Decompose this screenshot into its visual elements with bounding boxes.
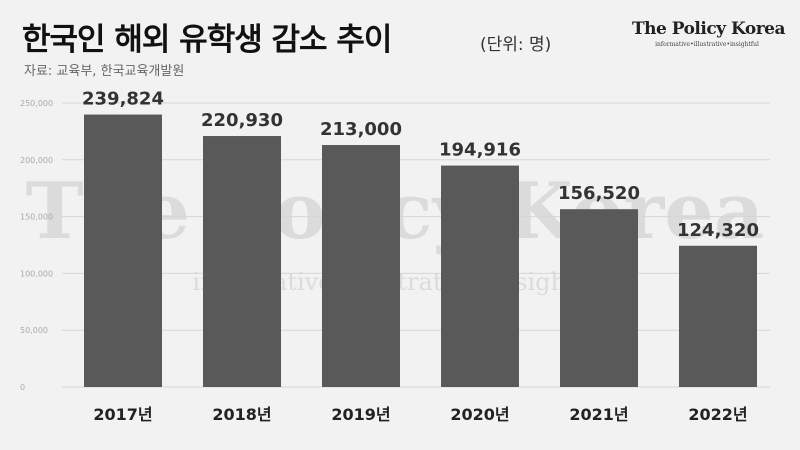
- x-category-label: 2018년: [212, 405, 271, 424]
- source-note: 자료: 교육부, 한국교육개발원: [24, 64, 185, 79]
- bar: [441, 165, 519, 387]
- brand-name: The Policy Korea: [632, 19, 786, 39]
- y-tick-label: 50,000: [20, 326, 48, 335]
- brand-logo: The Policy Korea informative•illustrativ…: [632, 19, 786, 48]
- bar: [560, 209, 638, 387]
- bar-value-label: 239,824: [82, 89, 164, 110]
- chart-title: 한국인 해외 유학생 감소 추이: [22, 22, 392, 58]
- bar: [84, 114, 162, 387]
- bar: [679, 245, 757, 387]
- y-tick-label: 250,000: [20, 99, 53, 108]
- y-tick-label: 200,000: [20, 156, 53, 165]
- x-category-label: 2021년: [569, 405, 628, 424]
- y-tick-label: 150,000: [20, 213, 53, 222]
- brand-tagline: informative•illustrative•insightful: [655, 41, 759, 48]
- y-tick-label: 100,000: [20, 269, 53, 278]
- bar-value-label: 194,916: [439, 140, 521, 161]
- bar-value-label: 213,000: [320, 119, 402, 140]
- x-category-label: 2019년: [331, 405, 390, 424]
- x-category-label: 2017년: [93, 405, 152, 424]
- bar-value-label: 156,520: [558, 183, 640, 204]
- x-category-label: 2022년: [688, 405, 747, 424]
- bar-value-label: 220,930: [201, 110, 283, 131]
- y-tick-label: 0: [20, 383, 25, 392]
- x-category-label: 2020년: [450, 405, 509, 424]
- bar: [322, 145, 400, 387]
- bar-value-label: 124,320: [677, 220, 759, 241]
- bar: [203, 136, 281, 387]
- unit-label: (단위: 명): [480, 35, 552, 55]
